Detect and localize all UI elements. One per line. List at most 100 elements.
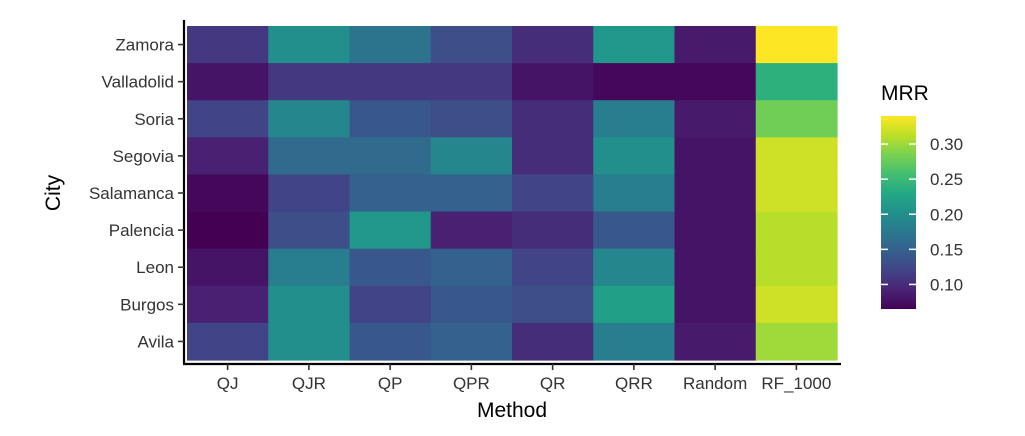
heatmap-cell-salamanca-random: [674, 174, 757, 213]
heatmap-cell-segovia-qpr: [430, 137, 513, 176]
legend-tick-label: 0.25: [930, 170, 963, 189]
heatmap-cell-salamanca-qrr: [593, 174, 676, 213]
heatmap-cell-zamora-qpr: [430, 26, 513, 64]
heatmap-cell-soria-random: [674, 100, 757, 138]
legend-colorbar: [881, 116, 916, 309]
heatmap-cell-palencia-random: [674, 211, 757, 250]
axes: [182, 20, 841, 366]
y-tick-label-burgos: Burgos: [120, 295, 174, 314]
heatmap-cell-salamanca-qj: [187, 174, 269, 213]
heatmap-cell-soria-qp: [349, 100, 432, 138]
heatmap-cell-leon-qj: [187, 248, 269, 287]
x-tick-label-qr: QR: [540, 374, 566, 393]
x-tick-label-rf-1000: RF_1000: [761, 374, 831, 393]
y-tick-label-leon: Leon: [136, 258, 174, 277]
legend-ticks: 0.10 0.15 0.20 0.25 0.30: [881, 135, 963, 294]
heatmap-cell-leon-qp: [349, 248, 432, 287]
heatmap-cell-palencia-qj: [187, 211, 269, 250]
heatmap-cell-burgos-qj: [187, 285, 269, 324]
heatmap-cell-salamanca-qp: [349, 174, 432, 213]
legend-tick-label: 0.30: [930, 135, 963, 154]
heatmap-cell-salamanca-qr: [512, 174, 594, 213]
legend-tick-label: 0.10: [930, 275, 963, 294]
heatmap-cell-valladolid-qjr: [268, 63, 351, 101]
x-tick-label-qp: QP: [378, 374, 403, 393]
heatmap-cell-zamora-qr: [512, 26, 594, 64]
heatmap-cell-leon-qr: [512, 248, 594, 287]
heatmap-cell-avila-rf-1000: [755, 322, 838, 361]
heatmap-cell-soria-qrr: [593, 100, 676, 138]
heatmap-cell-zamora-qrr: [593, 26, 676, 64]
heatmap-cell-leon-rf-1000: [755, 248, 838, 287]
y-tick-label-soria: Soria: [134, 110, 174, 129]
heatmap-cell-segovia-rf-1000: [755, 137, 838, 176]
heatmap-cell-zamora-qj: [187, 26, 269, 64]
heatmap-cell-soria-qjr: [268, 100, 351, 138]
heatmap-cell-burgos-qrr: [593, 285, 676, 324]
heatmap-cell-segovia-qrr: [593, 137, 676, 176]
heatmap-cell-palencia-qp: [349, 211, 432, 250]
color-legend: MRR 0.10 0.15 0.20 0.25 0.30: [881, 82, 963, 309]
heatmap-cell-valladolid-qpr: [430, 63, 513, 101]
heatmap-cell-avila-qjr: [268, 322, 351, 361]
heatmap-cell-avila-qj: [187, 322, 269, 361]
heatmap-cell-zamora-random: [674, 26, 757, 64]
heatmap-cell-valladolid-qr: [512, 63, 594, 101]
x-tick-label-qpr: QPR: [453, 374, 490, 393]
heatmap-cell-segovia-qr: [512, 137, 594, 176]
heatmap-cell-soria-qpr: [430, 100, 513, 138]
heatmap-cell-soria-qr: [512, 100, 594, 138]
x-tick-label-qrr: QRR: [615, 374, 653, 393]
heatmap-cell-avila-random: [674, 322, 757, 361]
heatmap-cell-zamora-rf-1000: [755, 26, 838, 64]
x-axis-title: Method: [477, 399, 547, 422]
heatmap-cell-leon-qjr: [268, 248, 351, 287]
heatmap-cell-soria-rf-1000: [755, 100, 838, 138]
heatmap-cell-valladolid-qj: [187, 63, 269, 101]
heatmap-cell-avila-qpr: [430, 322, 513, 361]
y-tick-label-avila: Avila: [137, 332, 174, 351]
heatmap-cell-zamora-qjr: [268, 26, 351, 64]
heatmap-cell-valladolid-random: [674, 63, 757, 101]
x-tick-labels: QJ QJR QP QPR QR QRR Random RF_1000: [217, 364, 831, 393]
y-tick-label-valladolid: Valladolid: [102, 73, 174, 92]
heatmap-cell-segovia-qj: [187, 137, 269, 176]
heatmap-cell-valladolid-rf-1000: [755, 63, 838, 101]
x-tick-label-qjr: QJR: [292, 374, 326, 393]
heatmap-cell-burgos-random: [674, 285, 757, 324]
heatmap-cells: [187, 26, 838, 361]
y-tick-label-palencia: Palencia: [109, 221, 175, 240]
heatmap-cell-burgos-qjr: [268, 285, 351, 324]
y-tick-label-salamanca: Salamanca: [89, 184, 175, 203]
y-tick-labels: Zamora Valladolid Soria Segovia Salamanca Pal…: [89, 36, 184, 351]
heatmap-cell-burgos-rf-1000: [755, 285, 838, 324]
heatmap-cell-palencia-qrr: [593, 211, 676, 250]
heatmap-cell-burgos-qr: [512, 285, 594, 324]
heatmap-cell-palencia-qpr: [430, 211, 513, 250]
heatmap-cell-leon-random: [674, 248, 757, 287]
heatmap-cell-salamanca-qjr: [268, 174, 351, 213]
heatmap-cell-leon-qpr: [430, 248, 513, 287]
heatmap-cell-salamanca-rf-1000: [755, 174, 838, 213]
x-tick-label-qj: QJ: [217, 374, 239, 393]
y-tick-label-segovia: Segovia: [113, 147, 175, 166]
heatmap-cell-avila-qr: [512, 322, 594, 361]
heatmap-cell-burgos-qp: [349, 285, 432, 324]
heatmap-cell-segovia-random: [674, 137, 757, 176]
heatmap-cell-avila-qrr: [593, 322, 676, 361]
x-tick-label-random: Random: [683, 374, 747, 393]
heatmap-cell-leon-qrr: [593, 248, 676, 287]
heatmap-cell-zamora-qp: [349, 26, 432, 64]
heatmap-cell-palencia-qr: [512, 211, 594, 250]
heatmap-cell-segovia-qjr: [268, 137, 351, 176]
heatmap-cell-burgos-qpr: [430, 285, 513, 324]
heatmap-cell-soria-qj: [187, 100, 269, 138]
legend-tick-label: 0.15: [930, 240, 963, 259]
heatmap-cell-avila-qp: [349, 322, 432, 361]
heatmap-cell-segovia-qp: [349, 137, 432, 176]
heatmap-cell-palencia-rf-1000: [755, 211, 838, 250]
legend-title: MRR: [881, 82, 929, 105]
y-tick-label-zamora: Zamora: [115, 36, 174, 55]
heatmap-cell-valladolid-qp: [349, 63, 432, 101]
